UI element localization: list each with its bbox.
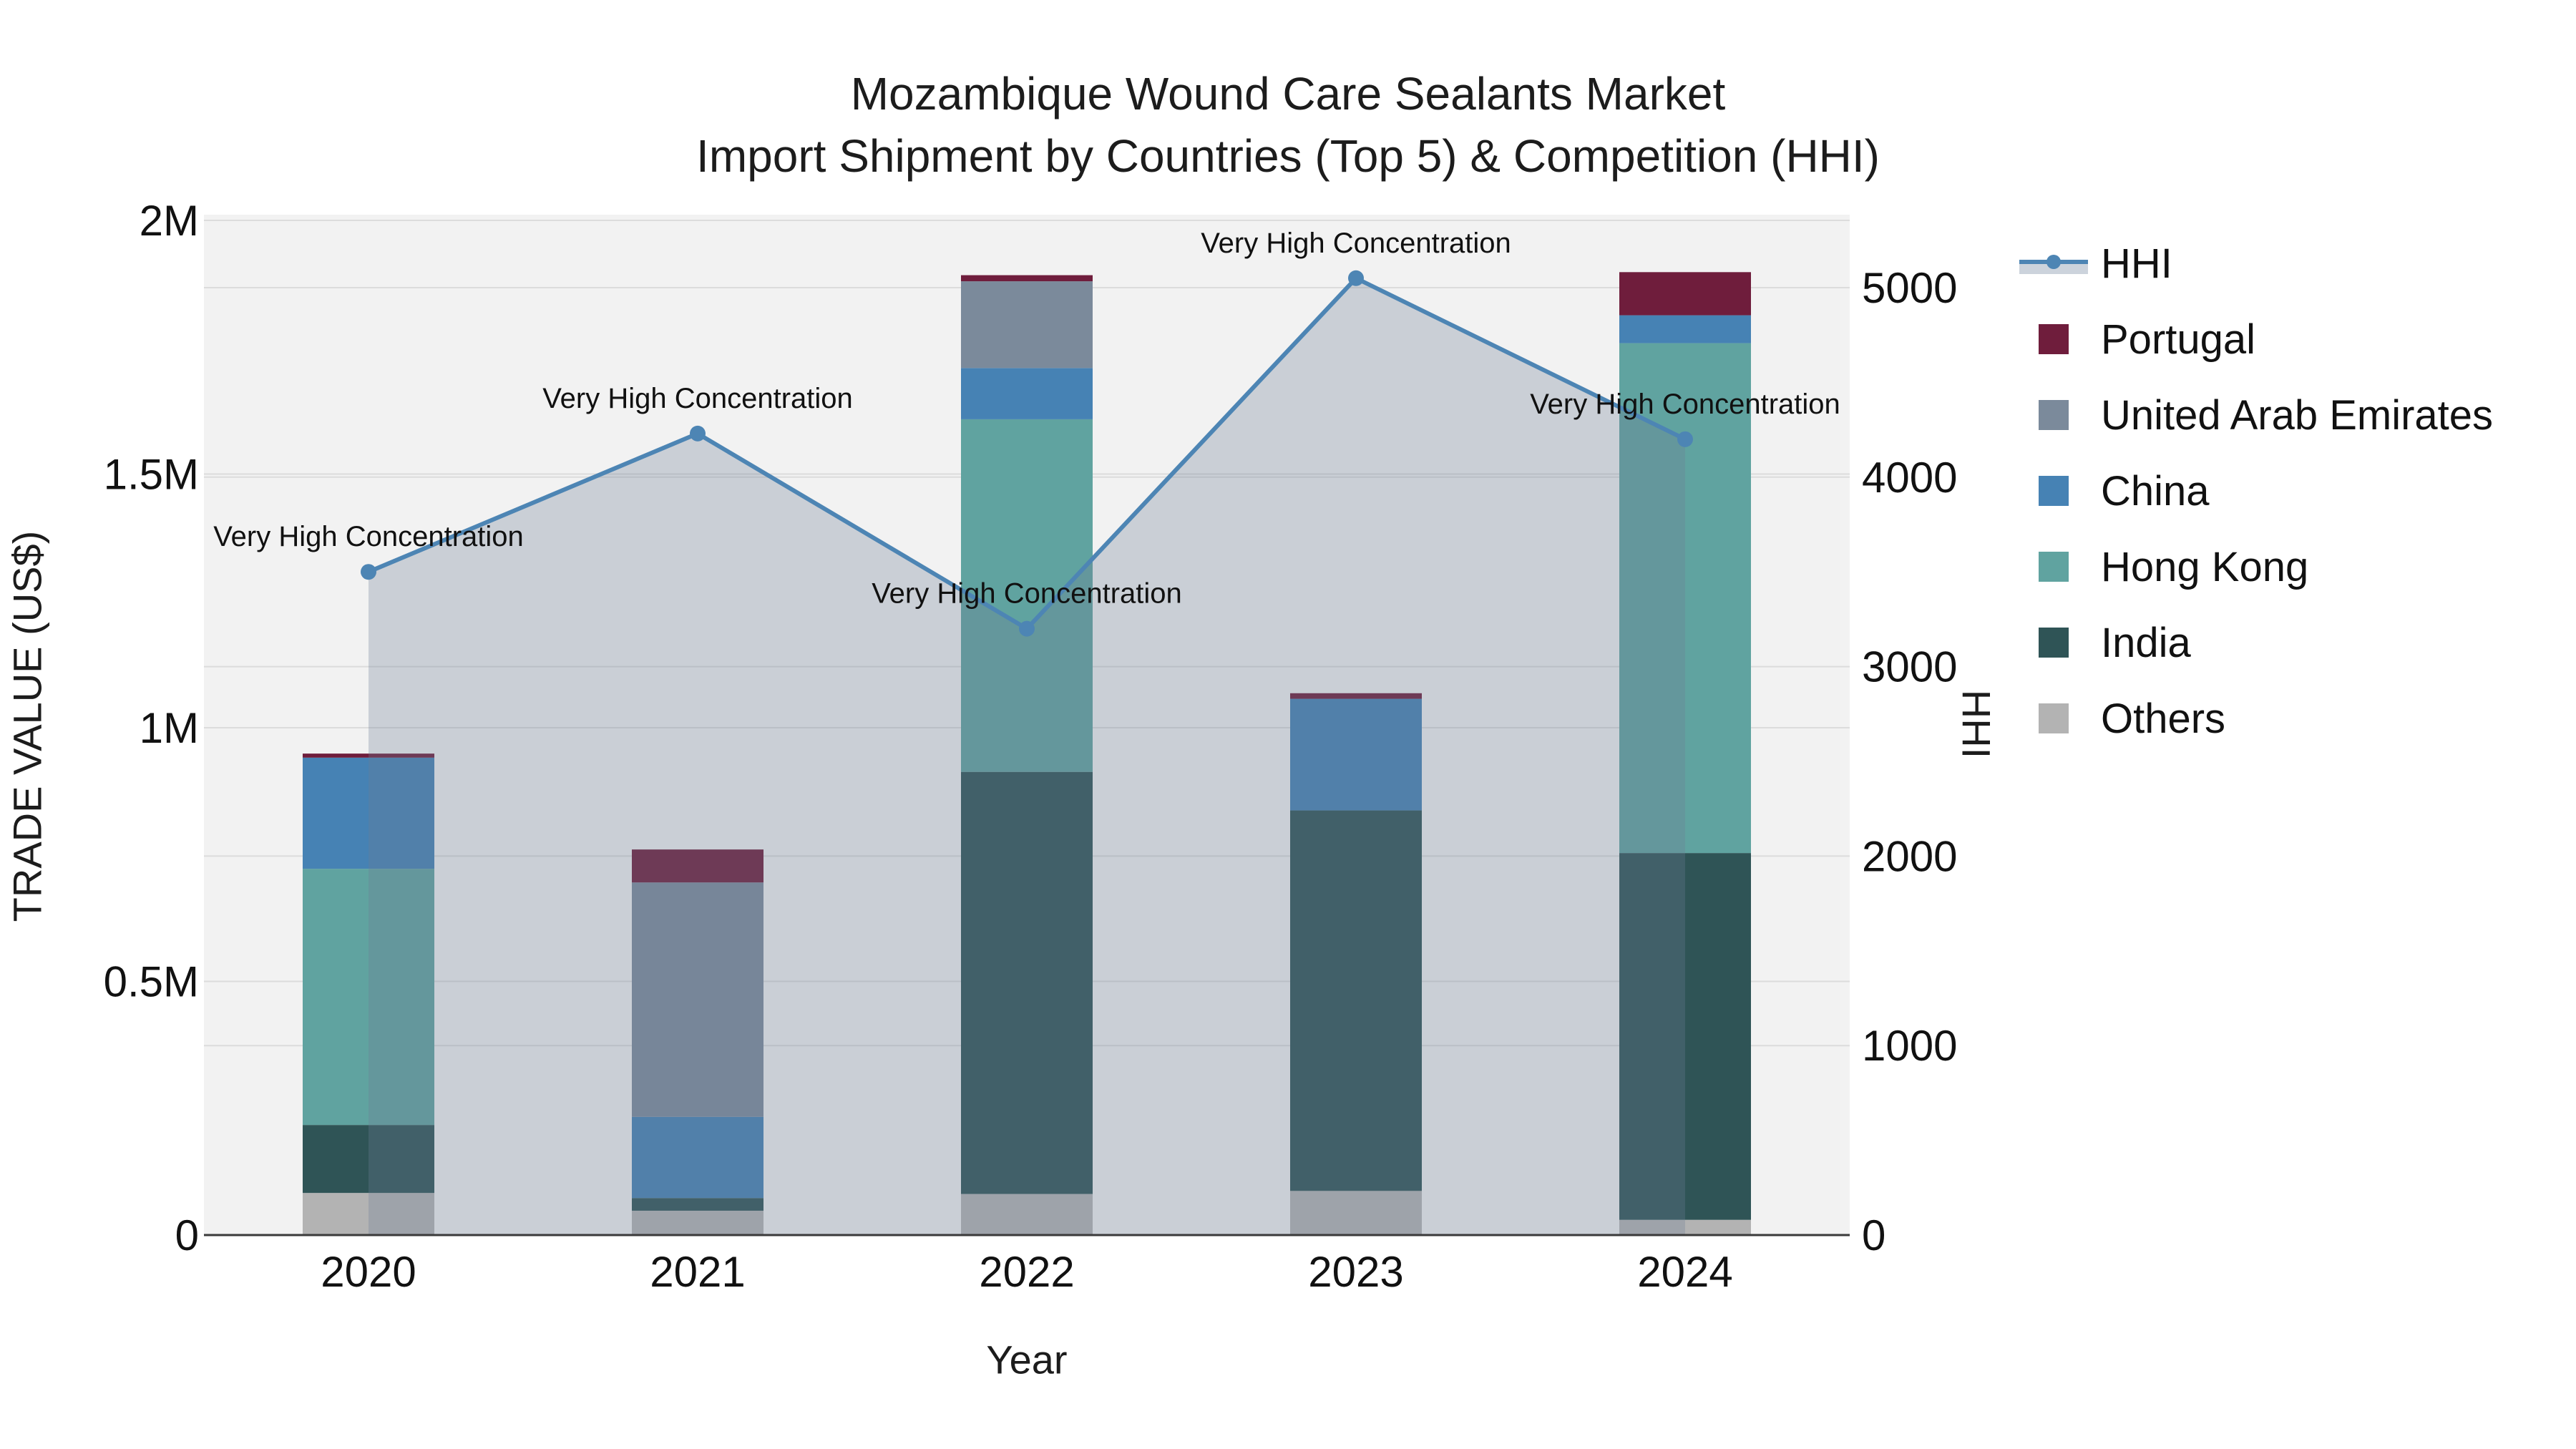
legend-item-hhi[interactable]: HHI (2019, 225, 2493, 301)
bar-2022-china (961, 368, 1093, 419)
annotation-2024: Very High Concentration (1530, 389, 1840, 420)
chart-title-line1: Mozambique Wound Care Sealants Market (850, 68, 1726, 119)
legend-item-united-arab-emirates[interactable]: United Arab Emirates (2019, 377, 2493, 453)
annotation-2021: Very High Concentration (542, 383, 853, 414)
bar-2024-portugal (1619, 272, 1751, 316)
y-right-tick-1000: 1000 (1862, 1022, 1957, 1070)
bar-2021-china (632, 1116, 763, 1199)
annotation-2023: Very High Concentration (1201, 228, 1511, 259)
x-tick-2022: 2022 (979, 1248, 1074, 1296)
y-right-tick-5000: 5000 (1862, 264, 1957, 312)
x-tick-2024: 2024 (1637, 1248, 1732, 1296)
bar-2021-india (632, 1198, 763, 1211)
bar-2020-portugal (303, 753, 434, 758)
x-tick-2020: 2020 (321, 1248, 416, 1296)
chart-title-line2: Import Shipment by Countries (Top 5) & C… (696, 130, 1880, 182)
bar-2024-china (1619, 315, 1751, 343)
annotation-2022: Very High Concentration (872, 578, 1182, 610)
legend: HHI Portugal United Arab Emirates China Hong… (2019, 225, 2493, 756)
hhi-area-fill (369, 278, 1685, 1235)
legend-label: India (2101, 619, 2191, 666)
y-right-axis-title: HHI (1953, 689, 1999, 759)
bar-2024-hong-kong (1619, 343, 1751, 854)
legend-item-china[interactable]: China (2019, 453, 2493, 529)
chart-title: Mozambique Wound Care Sealants Market Im… (0, 63, 2576, 187)
bar-2024-india (1619, 853, 1751, 1220)
hhi-marker-2022 (1019, 620, 1035, 637)
bar-2020-hong-kong (303, 869, 434, 1126)
legend-label: Hong Kong (2101, 543, 2309, 590)
bar-2023-india (1290, 810, 1422, 1191)
y-left-tick-1.5M: 1.5M (104, 451, 199, 499)
hhi-marker-2023 (1348, 270, 1364, 286)
legend-swatch-united-arab-emirates (2019, 396, 2088, 434)
legend-item-hong-kong[interactable]: Hong Kong (2019, 529, 2493, 605)
y-left-tick-0: 0 (175, 1211, 199, 1259)
hhi-line-icon (2019, 245, 2088, 282)
y-right-tick-3000: 3000 (1862, 643, 1957, 691)
bar-2022-united-arab-emirates (961, 281, 1093, 369)
y-left-axis-title: TRADE VALUE (US$) (4, 530, 50, 922)
bar-2021-others (632, 1210, 763, 1235)
bar-2022-india (961, 771, 1093, 1194)
bar-2023-portugal (1290, 693, 1422, 699)
bar-2023-china (1290, 698, 1422, 811)
swatch-color (2039, 400, 2069, 430)
legend-label: United Arab Emirates (2101, 391, 2494, 439)
legend-item-portugal[interactable]: Portugal (2019, 301, 2493, 377)
legend-item-others[interactable]: Others (2019, 680, 2493, 756)
swatch-color (2039, 476, 2069, 506)
legend-label: Portugal (2101, 316, 2256, 363)
legend-swatch-portugal (2019, 321, 2088, 358)
y-left-tick-2M: 2M (140, 197, 199, 245)
y-right-tick-0: 0 (1862, 1211, 1885, 1259)
hhi-marker-2020 (361, 564, 376, 580)
legend-label: Others (2101, 695, 2226, 742)
legend-swatch-china (2019, 472, 2088, 509)
bar-2021-united-arab-emirates (632, 882, 763, 1117)
y-left-tick-0.5M: 0.5M (104, 958, 199, 1006)
legend-swatch-hong-kong (2019, 548, 2088, 585)
swatch-color (2039, 552, 2069, 582)
legend-label: HHI (2101, 240, 2172, 287)
swatch-color (2039, 628, 2069, 658)
y-right-tick-2000: 2000 (1862, 832, 1957, 880)
bar-2020-others (303, 1193, 434, 1235)
bar-2020-china (303, 757, 434, 869)
bar-2022-others (961, 1194, 1093, 1235)
legend-label: China (2101, 467, 2210, 514)
legend-item-india[interactable]: India (2019, 605, 2493, 680)
swatch-color (2039, 324, 2069, 354)
bar-2020-india (303, 1125, 434, 1194)
x-tick-2023: 2023 (1308, 1248, 1403, 1296)
bar-2024-others (1619, 1219, 1751, 1235)
legend-swatch-india (2019, 624, 2088, 661)
bar-2022-portugal (961, 275, 1093, 282)
bar-2021-portugal (632, 849, 763, 883)
annotation-2020: Very High Concentration (213, 521, 524, 552)
hhi-marker-2021 (690, 425, 706, 441)
x-tick-2021: 2021 (650, 1248, 745, 1296)
x-axis-title: Year (986, 1337, 1068, 1382)
y-left-tick-1M: 1M (140, 704, 199, 752)
hhi-marker-2024 (1677, 431, 1693, 447)
swatch-color (2039, 703, 2069, 733)
legend-swatch-others (2019, 700, 2088, 737)
y-right-tick-4000: 4000 (1862, 454, 1957, 502)
bar-2023-others (1290, 1191, 1422, 1235)
bar-2022-hong-kong (961, 419, 1093, 772)
